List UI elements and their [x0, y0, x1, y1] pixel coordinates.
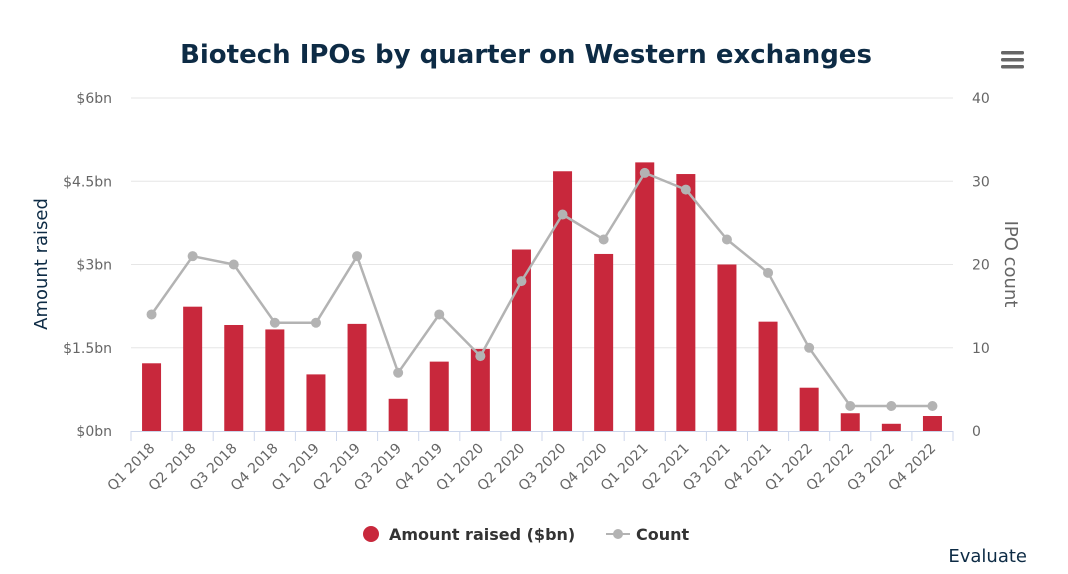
- bar[interactable]: [429, 361, 449, 431]
- count-point[interactable]: [804, 342, 815, 353]
- count-point[interactable]: [310, 317, 321, 328]
- bar[interactable]: [881, 423, 901, 431]
- chart-title: Biotech IPOs by quarter on Western excha…: [180, 40, 872, 70]
- count-point[interactable]: [927, 401, 938, 412]
- count-point[interactable]: [763, 267, 774, 278]
- count-point[interactable]: [516, 276, 527, 287]
- legend: Amount raised ($bn) Count: [363, 525, 690, 544]
- legend-marker-count: [613, 529, 623, 539]
- bar[interactable]: [635, 162, 655, 431]
- bar[interactable]: [799, 387, 819, 431]
- count-point[interactable]: [598, 234, 609, 245]
- count-point[interactable]: [187, 251, 198, 262]
- count-point[interactable]: [475, 351, 486, 362]
- count-point[interactable]: [886, 401, 897, 412]
- bar[interactable]: [224, 324, 244, 431]
- bar[interactable]: [388, 398, 408, 431]
- left-axis-title: Amount raised: [31, 198, 52, 330]
- bar[interactable]: [840, 413, 860, 431]
- right-tick-label: 40: [972, 91, 990, 107]
- right-axis-ticks: 0 10 20 30 40: [972, 91, 990, 440]
- bar[interactable]: [511, 249, 531, 431]
- count-point[interactable]: [639, 167, 650, 178]
- count-point[interactable]: [228, 259, 239, 270]
- legend-item-count[interactable]: Count: [606, 525, 690, 544]
- legend-label-amount-raised: Amount raised ($bn): [389, 525, 575, 544]
- legend-marker-amount-raised: [363, 526, 379, 542]
- left-tick-label: $1.5bn: [63, 341, 112, 357]
- left-tick-label: $6bn: [76, 91, 112, 107]
- bar[interactable]: [594, 253, 614, 431]
- count-point[interactable]: [434, 309, 445, 320]
- credit-link[interactable]: Evaluate: [948, 546, 1027, 567]
- count-line-series: [146, 167, 938, 412]
- bar[interactable]: [676, 174, 696, 431]
- right-tick-label: 10: [972, 341, 990, 357]
- count-point[interactable]: [146, 309, 157, 320]
- count-point[interactable]: [393, 367, 404, 378]
- hamburger-menu-icon[interactable]: [1001, 51, 1024, 69]
- count-point[interactable]: [680, 184, 691, 195]
- right-axis-title: IPO count: [1000, 221, 1021, 308]
- bar[interactable]: [142, 363, 162, 431]
- count-point[interactable]: [845, 401, 856, 412]
- count-point[interactable]: [557, 209, 568, 220]
- left-tick-label: $4.5bn: [63, 174, 112, 190]
- count-point[interactable]: [352, 251, 363, 262]
- bar[interactable]: [758, 321, 778, 431]
- right-tick-label: 30: [972, 174, 990, 190]
- count-line: [150, 171, 933, 408]
- right-tick-label: 0: [972, 424, 981, 440]
- bar[interactable]: [183, 306, 203, 431]
- legend-label-count: Count: [636, 525, 690, 544]
- bar[interactable]: [553, 171, 573, 431]
- bar[interactable]: [347, 323, 367, 431]
- bar[interactable]: [306, 374, 326, 431]
- left-axis-ticks: $0bn $1.5bn $3bn $4.5bn $6bn: [63, 91, 112, 440]
- right-tick-label: 20: [972, 258, 990, 274]
- bar[interactable]: [717, 264, 737, 432]
- gridlines: [131, 97, 953, 349]
- left-tick-label: $3bn: [76, 258, 112, 274]
- bar[interactable]: [470, 348, 490, 431]
- bar[interactable]: [922, 416, 942, 431]
- count-point[interactable]: [269, 317, 280, 328]
- left-tick-label: $0bn: [76, 424, 112, 440]
- bar[interactable]: [265, 329, 285, 431]
- bar-series: [142, 162, 942, 431]
- x-axis-line: [130, 431, 954, 441]
- legend-item-amount-raised[interactable]: Amount raised ($bn): [363, 525, 575, 544]
- count-point[interactable]: [721, 234, 732, 245]
